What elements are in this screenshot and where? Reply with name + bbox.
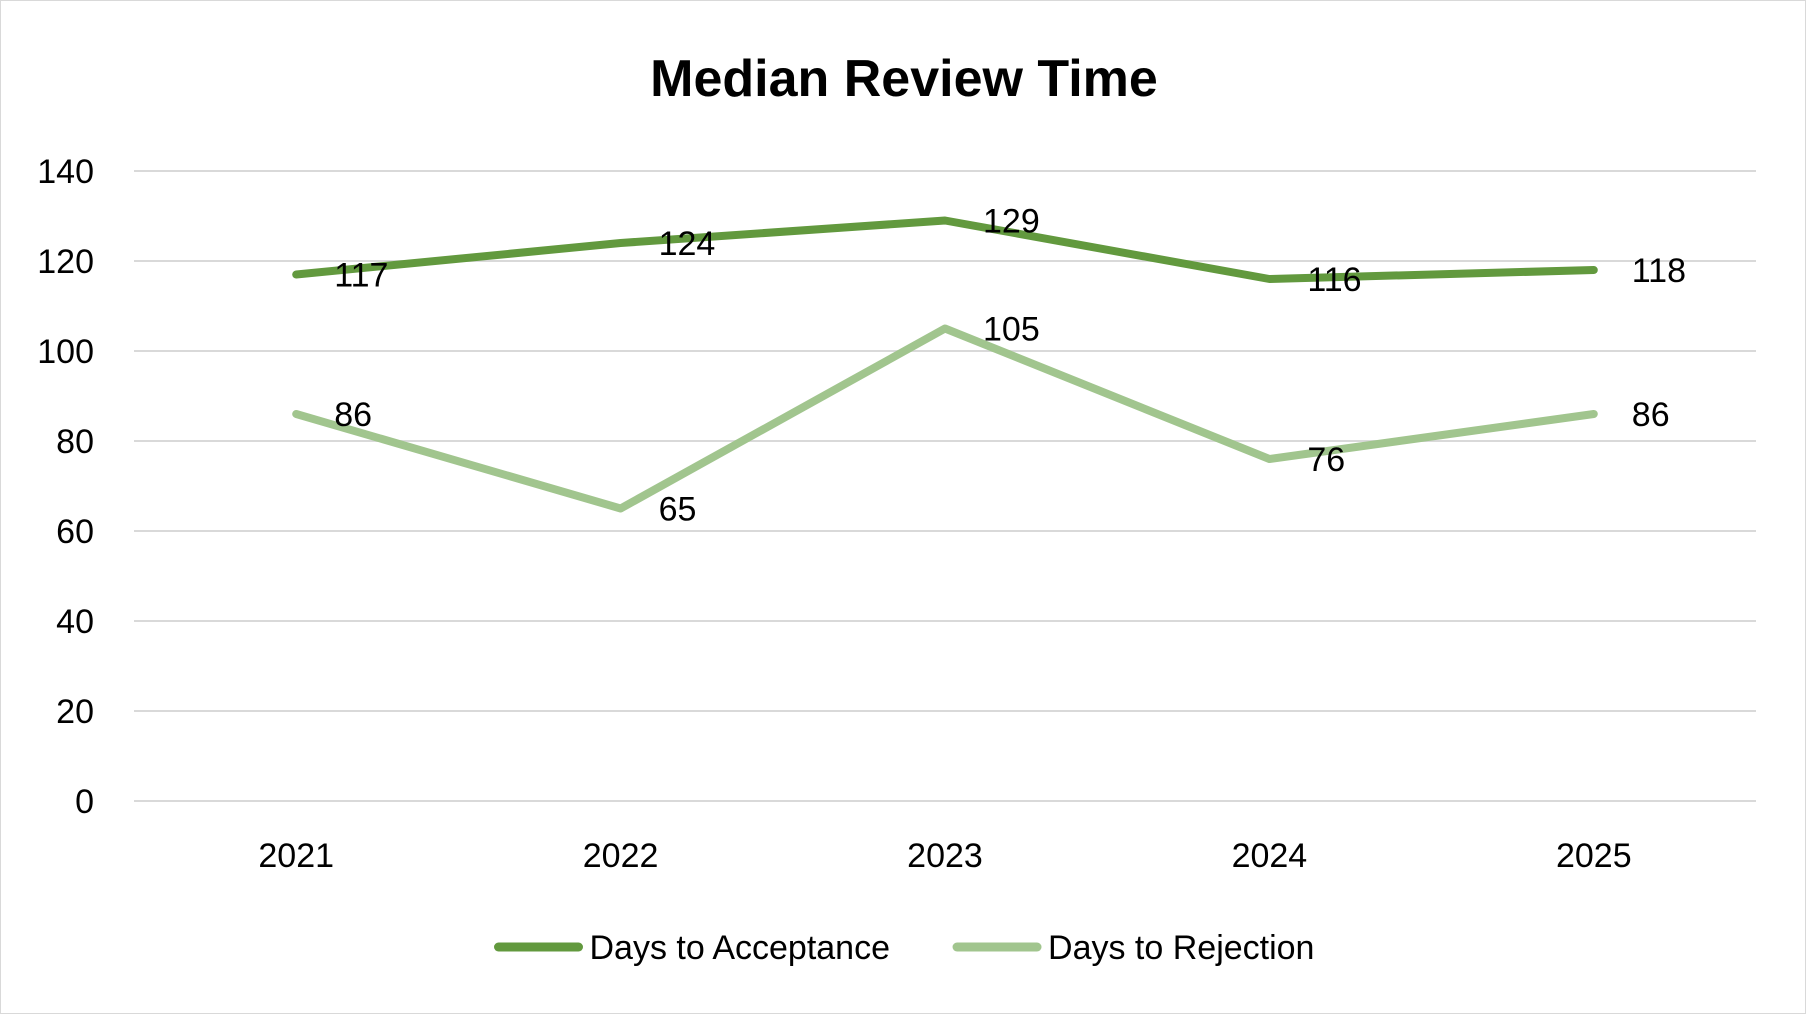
y-tick-label: 40 bbox=[56, 603, 94, 641]
y-tick-label: 20 bbox=[56, 693, 94, 731]
x-tick-label: 2024 bbox=[1232, 837, 1308, 875]
y-tick-label: 80 bbox=[56, 423, 94, 461]
y-tick-label: 140 bbox=[37, 153, 94, 191]
data-label: 105 bbox=[983, 311, 1040, 349]
y-tick-label: 0 bbox=[75, 783, 94, 821]
x-tick-label: 2021 bbox=[258, 837, 334, 875]
y-axis-ticks: 0 20 40 60 80 100 120 140 bbox=[37, 153, 94, 821]
data-label: 118 bbox=[1632, 252, 1686, 290]
y-tick-label: 120 bbox=[37, 243, 94, 281]
data-label: 86 bbox=[334, 396, 372, 434]
legend-label: Days to Acceptance bbox=[590, 929, 891, 967]
x-tick-label: 2025 bbox=[1556, 837, 1632, 875]
data-label: 86 bbox=[1632, 396, 1670, 434]
x-tick-label: 2022 bbox=[583, 837, 659, 875]
series-line bbox=[296, 221, 1594, 280]
data-label: 116 bbox=[1307, 261, 1361, 299]
data-label: 124 bbox=[659, 225, 716, 263]
series-line bbox=[296, 329, 1594, 509]
legend-label: Days to Rejection bbox=[1048, 929, 1314, 967]
series-lines bbox=[296, 220, 1594, 508]
data-label: 76 bbox=[1307, 441, 1345, 479]
chart-title: Median Review Time bbox=[650, 50, 1158, 108]
y-tick-label: 60 bbox=[56, 513, 94, 551]
data-label: 117 bbox=[334, 257, 388, 295]
legend: Days to Acceptance Days to Rejection bbox=[499, 929, 1315, 967]
y-tick-label: 100 bbox=[37, 333, 94, 371]
data-label: 65 bbox=[659, 491, 697, 529]
x-tick-label: 2023 bbox=[907, 837, 983, 875]
x-axis-ticks: 2021 2022 2023 2024 2025 bbox=[258, 837, 1631, 875]
data-label: 129 bbox=[983, 203, 1040, 241]
